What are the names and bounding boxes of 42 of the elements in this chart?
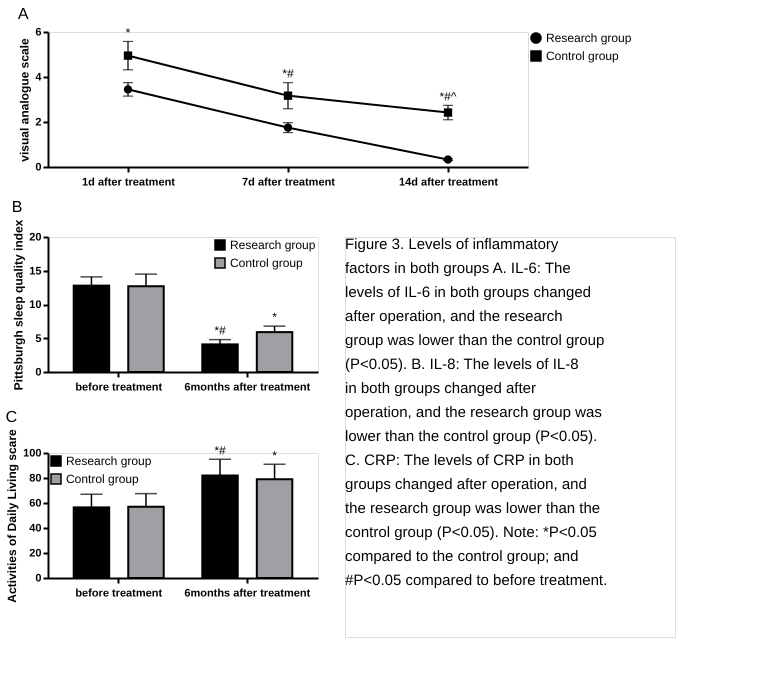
- annotation: *: [272, 310, 278, 324]
- y-tick-label: 20: [29, 232, 42, 244]
- x-tick-label: 6months after treatment: [184, 382, 311, 394]
- y-axis-title: Pittsburgh sleep quality index: [11, 219, 26, 390]
- legend-label: Control group: [230, 256, 304, 270]
- x-tick-label: before treatment: [75, 382, 162, 394]
- legend-label: Research group: [546, 31, 632, 45]
- chart-title: A: [18, 6, 29, 23]
- y-tick-label: 10: [29, 299, 42, 311]
- y-tick-label: 15: [29, 265, 42, 278]
- annotation: *#: [282, 66, 294, 81]
- legend-label: Control group: [66, 472, 140, 486]
- text: Figure 3. Levels of inflammatory factors in both groups A. IL-6: The levels of IL-6 in both groups changed after operation, and the research group was lower than the control group (P<0.05). B. IL-8: The levels of IL-8 in both groups changed after operation, and the research group was lower than the control group (P<0.05). C. CRP: The levels of CRP in both groups changed after operation, and the research group was lower than the control group (P<0.05). Note: *P<0.05 compared to the control group; and #P<0.05 compared to before treatment.: [345, 236, 608, 589]
- y-axis-title: Activities of Daily Living scare: [5, 428, 20, 603]
- chart-title: B: [12, 199, 22, 216]
- annotation: *#: [214, 324, 226, 338]
- annotation: *#: [214, 443, 226, 458]
- y-tick-label: 2: [35, 116, 42, 128]
- y-tick-label: 6: [35, 26, 42, 38]
- x-tick-label: 6months after treatment: [184, 588, 311, 600]
- legend-label: Control group: [546, 49, 620, 63]
- annotation: *: [126, 25, 131, 40]
- y-tick-label: 20: [29, 548, 42, 560]
- x-tick-label: 14d after treatment: [398, 176, 498, 188]
- y-tick-label: 4: [35, 72, 42, 84]
- y-tick-label: 80: [29, 472, 42, 484]
- y-tick-label: 0: [35, 572, 42, 584]
- x-tick-label: 7d after treatment: [242, 176, 336, 188]
- y-tick-label: 60: [29, 498, 42, 510]
- y-axis-title: visual analogue scale: [17, 38, 32, 162]
- y-tick-label: 0: [35, 366, 42, 378]
- annotation: *: [272, 448, 278, 462]
- annotation: *#^: [440, 89, 457, 104]
- legend-label: Research group: [66, 454, 152, 468]
- x-tick-label: before treatment: [75, 588, 162, 600]
- y-tick-label: 100: [23, 448, 42, 460]
- y-tick-label: 0: [35, 162, 42, 174]
- legend-label: Research group: [230, 238, 316, 252]
- x-tick-label: 1d after treatment: [82, 176, 176, 188]
- y-tick-label: 40: [29, 522, 42, 534]
- y-tick-label: 5: [35, 332, 42, 345]
- chart-title: C: [6, 408, 18, 426]
